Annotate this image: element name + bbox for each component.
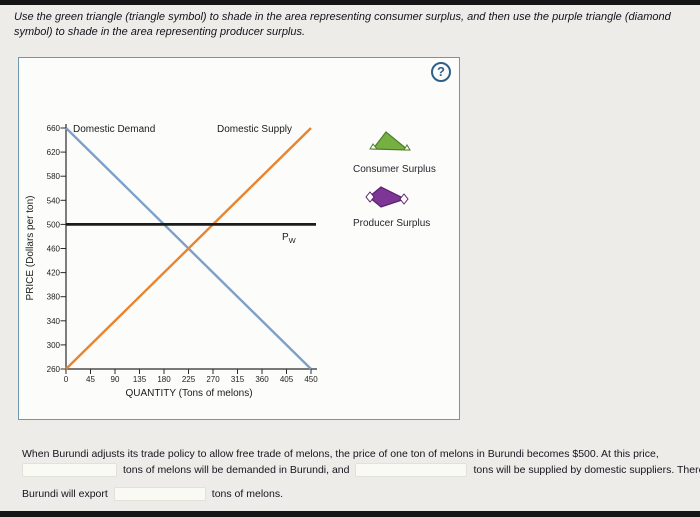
svg-text:45: 45: [86, 375, 95, 384]
svg-text:380: 380: [47, 293, 61, 302]
y-axis-title: PRICE (Dollars per ton): [25, 195, 36, 300]
help-icon[interactable]: ?: [431, 62, 451, 82]
answer-blank-supply[interactable]: [355, 463, 468, 477]
top-bar: [0, 0, 700, 5]
svg-text:405: 405: [280, 375, 294, 384]
question-text-3a: Burundi will export: [22, 488, 108, 500]
bottom-bar: [0, 511, 700, 517]
answer-blank-demand[interactable]: [22, 463, 117, 477]
triangle-tool-icon[interactable]: [369, 128, 411, 156]
svg-text:270: 270: [206, 375, 220, 384]
svg-text:360: 360: [255, 375, 269, 384]
question-text-3b: tons of melons.: [211, 488, 283, 500]
answer-blank-export[interactable]: [113, 487, 206, 501]
supply-line: [65, 127, 312, 370]
supply-label: Domestic Supply: [217, 124, 292, 135]
question-line-1: When Burundi adjusts its trade policy to…: [22, 448, 659, 460]
svg-text:620: 620: [47, 148, 61, 157]
y-tick-marks: [60, 127, 66, 370]
svg-text:315: 315: [231, 375, 245, 384]
price-quantity-chart[interactable]: 660 620 580 540 500 460 420 380 340 300 …: [19, 116, 359, 412]
chart-panel: ?: [18, 57, 460, 420]
question-text-2b: tons will be supplied by domestic suppli…: [473, 464, 700, 476]
world-price-label: PW: [282, 232, 297, 245]
x-tick-labels: 0 45 90 135 180 225 270 315 360 405 450: [64, 375, 318, 384]
svg-text:225: 225: [182, 375, 196, 384]
x-axis-title: QUANTITY (Tons of melons): [125, 388, 252, 399]
instruction-text: Use the green triangle (triangle symbol)…: [14, 11, 671, 38]
svg-text:460: 460: [47, 245, 61, 254]
svg-text:180: 180: [157, 375, 171, 384]
consumer-surplus-label: Consumer Surplus: [353, 164, 436, 175]
svg-text:260: 260: [47, 365, 61, 374]
question-line-3: Burundi will export tons of melons.: [22, 487, 283, 501]
y-tick-labels: 660 620 580 540 500 460 420 380 340 300 …: [47, 124, 61, 374]
x-tick-marks: [65, 369, 312, 374]
svg-text:660: 660: [47, 124, 61, 133]
svg-text:340: 340: [47, 317, 61, 326]
demand-label: Domestic Demand: [73, 124, 155, 135]
svg-text:0: 0: [64, 375, 69, 384]
producer-surplus-label: Producer Surplus: [353, 218, 431, 229]
svg-text:580: 580: [47, 172, 61, 181]
svg-text:500: 500: [47, 220, 61, 229]
question-line-2: tons of melons will be demanded in Burun…: [22, 463, 700, 477]
svg-text:90: 90: [111, 375, 120, 384]
question-text-1: When Burundi adjusts its trade policy to…: [22, 448, 659, 460]
svg-text:420: 420: [47, 269, 61, 278]
diamond-tool-icon[interactable]: [365, 182, 409, 212]
question-text-2a: tons of melons will be demanded in Burun…: [123, 464, 350, 476]
svg-text:450: 450: [304, 375, 318, 384]
svg-text:300: 300: [47, 341, 61, 350]
svg-text:540: 540: [47, 196, 61, 205]
svg-text:135: 135: [133, 375, 147, 384]
